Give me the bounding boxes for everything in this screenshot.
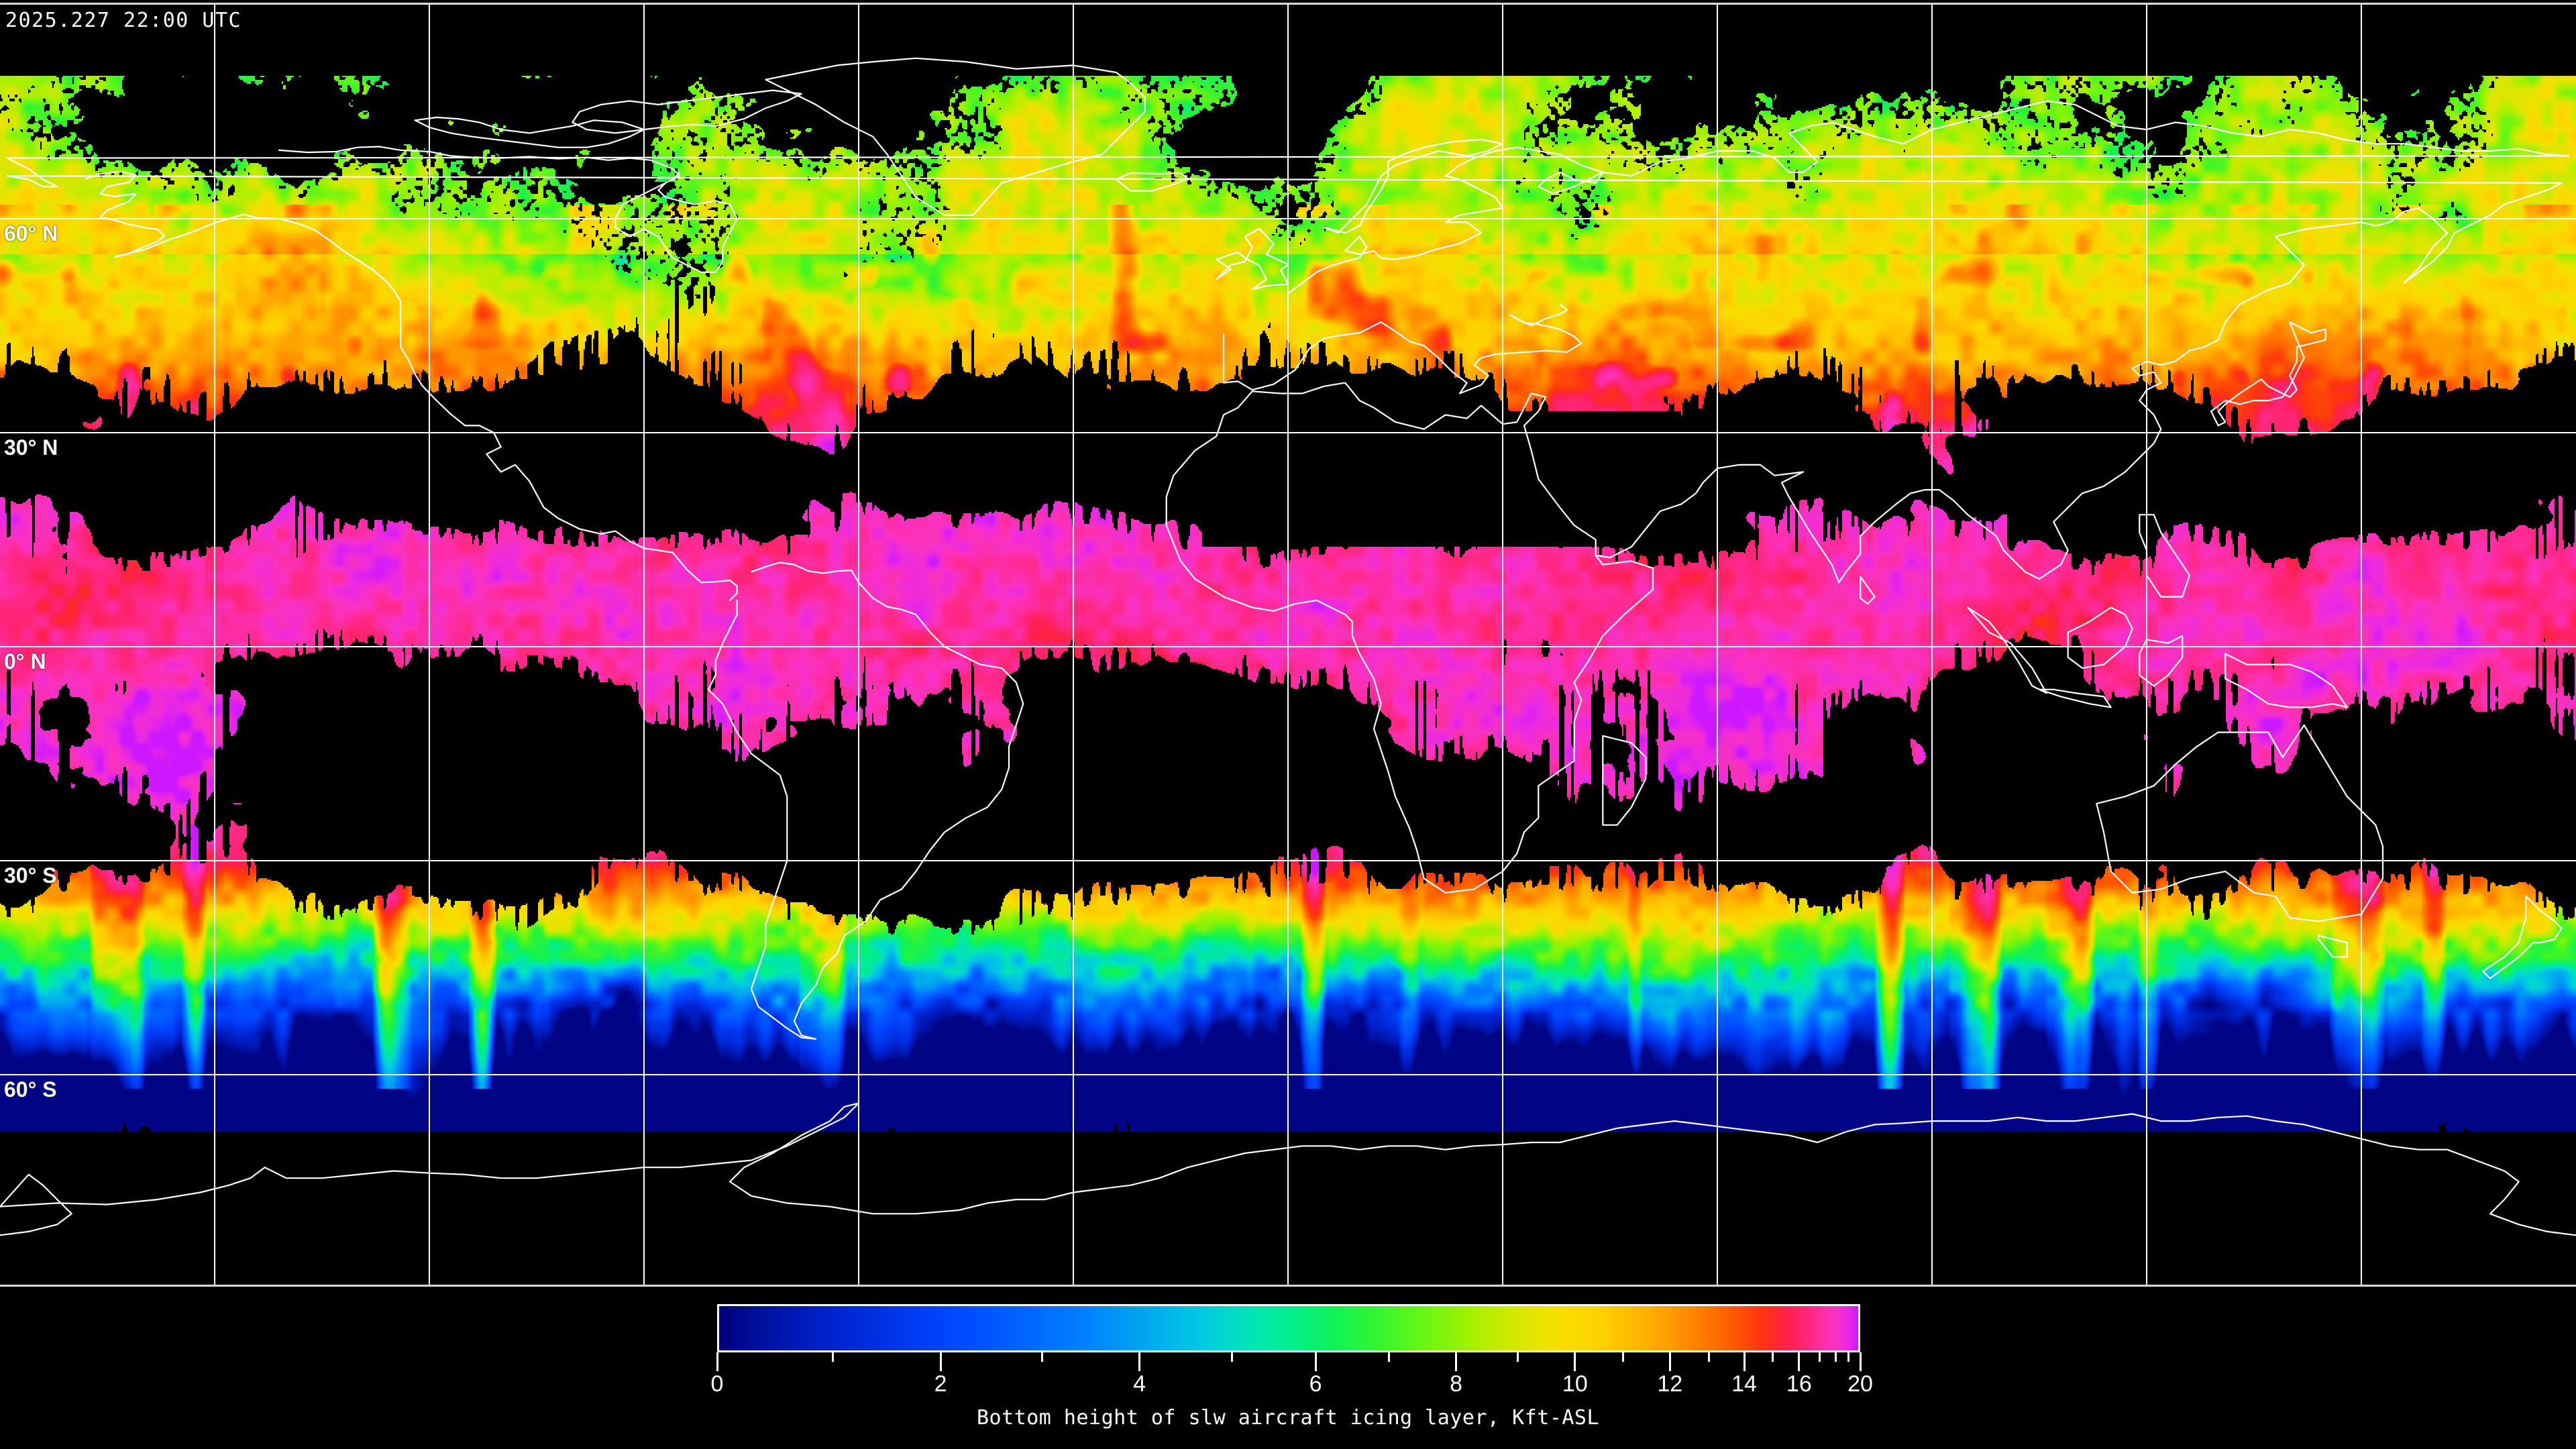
lat-label-30n: 30° N [4, 435, 58, 460]
lat-label-0: 0° N [4, 649, 46, 674]
coastline-path [765, 57, 1146, 216]
colorbar-tick-label-6: 6 [1309, 1371, 1322, 1397]
graticule-overlay [0, 5, 2576, 1285]
colorbar-major-tick [1743, 1352, 1746, 1371]
lat-label-60s: 60° S [4, 1077, 57, 1102]
coastline-path [1602, 735, 1647, 826]
colorbar-minor-tick [1387, 1352, 1390, 1362]
colorbar-major-tick [716, 1352, 718, 1371]
lat-label-60n: 60° N [4, 221, 58, 246]
colorbar-major-tick [1859, 1352, 1862, 1371]
colorbar-major-tick [1798, 1352, 1801, 1371]
colorbar-minor-tick [1819, 1352, 1821, 1362]
colorbar-major-tick [939, 1352, 942, 1371]
coastline-path [0, 1173, 72, 1236]
colorbar-tick-marks [716, 1352, 1862, 1373]
colorbar-minor-tick [1847, 1352, 1849, 1362]
colorbar-tick-label-4: 4 [1133, 1371, 1146, 1397]
timestamp-label: 2025.227 22:00 UTC [5, 9, 242, 32]
colorbar-minor-tick [1041, 1352, 1044, 1362]
coastline-path [2139, 514, 2191, 598]
coastline-path [1287, 146, 1604, 294]
coastline-path [2224, 653, 2348, 708]
colorbar-minor-tick [1621, 1352, 1624, 1362]
colorbar-minor-tick [1707, 1352, 1710, 1362]
colorbar-major-tick [1138, 1352, 1141, 1371]
coastline-path [1216, 227, 1289, 290]
coastline-path [2038, 688, 2112, 708]
colorbar-wrapper [717, 1304, 1860, 1352]
legend-caption: Bottom height of slw aircraft icing laye… [976, 1406, 1600, 1430]
lat-label-30s: 30° S [4, 863, 57, 888]
colorbar-major-tick [1314, 1352, 1317, 1371]
coastline-path [707, 561, 1024, 1040]
colorbar-tick-label-8: 8 [1450, 1371, 1463, 1397]
coastline-path [278, 146, 738, 273]
coastline-path [1860, 576, 1876, 605]
colorbar-major-tick [1668, 1352, 1671, 1371]
colorbar-tick-label-14: 14 [1731, 1371, 1757, 1397]
coastline-path [2210, 321, 2326, 427]
colorbar-minor-tick [1231, 1352, 1234, 1362]
colorbar-tick-label-16: 16 [1786, 1371, 1812, 1397]
colorbar-major-tick [1574, 1352, 1576, 1371]
colorbar-minor-tick [1834, 1352, 1837, 1362]
legend-area: 0 2 4 6 8 10 12 14 16 20 Bottom height of slw air… [0, 1287, 2576, 1449]
colorbar-tick-label-10: 10 [1562, 1371, 1588, 1397]
colorbar-tick-labels: 0 2 4 6 8 10 12 14 16 20 [711, 1371, 1873, 1401]
colorbar-minor-tick [1517, 1352, 1519, 1362]
coastline-path [2139, 635, 2184, 687]
colorbar-gradient [717, 1304, 1860, 1352]
colorbar-minor-tick [832, 1352, 835, 1362]
colorbar-tick-label-20: 20 [1847, 1371, 1873, 1397]
colorbar-tick-label-12: 12 [1657, 1371, 1683, 1397]
coastline-path [6, 100, 2570, 894]
coastline-path [2482, 896, 2563, 979]
colorbar-minor-tick [1772, 1352, 1774, 1362]
global-map-panel: 2025.227 22:00 UTC 60° N 30° N 0° N 30° … [0, 3, 2576, 1287]
coastline-path [2317, 934, 2348, 958]
coastline-path [2096, 724, 2384, 922]
colorbar-tick-label-2: 2 [934, 1371, 947, 1397]
coastline-path [85, 170, 738, 601]
coastline-path [414, 116, 645, 148]
colorbar-major-tick [1455, 1352, 1458, 1371]
colorbar-tick-label-0: 0 [710, 1371, 724, 1397]
coastline-path [1222, 303, 1582, 394]
